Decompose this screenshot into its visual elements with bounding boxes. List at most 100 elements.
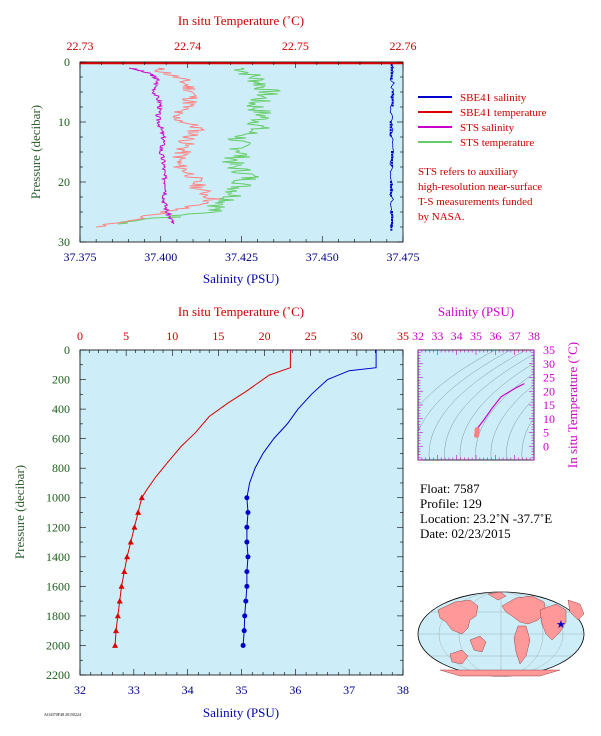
salinity-marker [240, 642, 246, 648]
bottom-temperature-tick-label: 15 [212, 329, 224, 343]
location: Location: 23.2˚N -37.7˚E [420, 511, 552, 526]
temperature-profile-line [114, 350, 291, 646]
top-salinity-tick-label: 37.400 [144, 250, 177, 264]
bottom-temperature-tick-label: 25 [305, 329, 317, 343]
sbe41-salinity-point [389, 121, 392, 123]
sbe41-salinity-point [390, 228, 393, 231]
ts-salinity-tick-label: 38 [528, 329, 540, 343]
bottom-salinity-tick-label: 35 [236, 683, 248, 697]
top-pressure-tick-label: 10 [58, 115, 70, 129]
ts-salinity-tick-label: 33 [431, 329, 443, 343]
temperature-marker [131, 524, 138, 530]
temperature-marker [118, 583, 125, 589]
density-contour [444, 353, 534, 460]
top-salinity-axis-title: Salinity (PSU) [203, 271, 279, 286]
sbe41-salinity-point [390, 64, 393, 66]
sbe41-salinity-point [390, 191, 393, 194]
bottom-pressure-tick-label: 1600 [46, 579, 70, 593]
salinity-marker [245, 554, 251, 560]
top-plot-area [79, 61, 404, 243]
ts-salinity-tick-label: 37 [509, 329, 521, 343]
top-temperature-ticks: 22.73 22.74 22.75 22.76 [67, 39, 417, 53]
top-pressure-ticks: 0 10 20 30 [58, 55, 70, 249]
top-series-group [80, 62, 403, 231]
top-pressure-axis-title: Pressure (decibar) [28, 105, 43, 199]
legend-item-sbe41-salinity: SBE41 salinity [418, 92, 527, 104]
bottom-pressure-tick-label: 1800 [46, 609, 70, 623]
legend: SBE41 salinity SBE41 temperature STS sal… [418, 92, 547, 223]
bottom-salinity-ticks: 32 33 34 35 36 37 38 [74, 683, 409, 697]
sbe41-salinity-point [389, 134, 392, 137]
sbe41-salinity-point [389, 126, 392, 129]
ts-marker [474, 427, 480, 433]
temperature-marker [124, 553, 131, 560]
bottom-panel: In situ Temperature (˚C) 0 5 10 15 20 25 30 35 … [12, 304, 409, 720]
salinity-profile-line [242, 350, 377, 646]
legend-item-sts-salinity: STS salinity [418, 122, 515, 134]
sts-salinity-line [129, 67, 175, 225]
ts-panel: Salinity (PSU) 32 33 34 35 36 37 38 0510152025… [412, 304, 580, 468]
density-contour [418, 350, 511, 433]
float-location-marker: ★ [556, 619, 566, 631]
top-salinity-tick-label: 37.425 [225, 250, 258, 264]
sbe41-salinity-point [390, 183, 393, 186]
ts-temperature-tick-label: 5 [543, 426, 549, 440]
ts-temperature-tick-label: 35 [543, 343, 555, 357]
ts-temperature-tick-label: 25 [543, 371, 555, 385]
top-frame-ticks [79, 61, 404, 243]
legend-note-line-3: T-S measurements funded [418, 196, 533, 208]
sbe41-salinity-point [390, 72, 393, 75]
sbe41-salinity-point [391, 151, 394, 153]
temperature-marker [138, 494, 145, 501]
top-panel: In situ Temperature (˚C) 22.73 22.74 22.75… [28, 13, 420, 286]
bottom-frame-ticks [79, 349, 404, 676]
sbe41-salinity-point [390, 194, 393, 197]
bottom-temperature-axis-title: In situ Temperature (˚C) [178, 304, 304, 319]
sbe41-salinity-point [390, 189, 393, 192]
ts-salinity-axis-title: Salinity (PSU) [438, 304, 514, 319]
sbe41-salinity-point [391, 161, 394, 164]
sts-temperature-pink-line [96, 67, 221, 228]
top-pressure-tick-label: 0 [64, 55, 70, 69]
top-pressure-tick-label: 20 [58, 175, 70, 189]
sbe41-salinity-point [389, 123, 392, 126]
density-contour [428, 350, 527, 460]
legend-item-sbe41-temperature: SBE41 temperature [418, 107, 547, 119]
ts-frame-ticks [417, 349, 535, 461]
bottom-salinity-tick-label: 36 [289, 683, 301, 697]
sbe41-salinity-point [391, 91, 394, 93]
top-salinity-ticks: 37.375 37.400 37.425 37.450 37.475 [64, 250, 420, 264]
bottom-temperature-tick-label: 20 [259, 329, 271, 343]
bottom-temperature-ticks: 0 5 10 15 20 25 30 35 [77, 329, 409, 343]
salinity-marker [245, 510, 251, 515]
ts-salinity-tick-label: 32 [412, 329, 424, 343]
ts-salinity-tick-label: 34 [451, 329, 463, 343]
sbe41-salinity-point [390, 74, 393, 77]
top-temperature-tick-label: 22.75 [282, 39, 309, 53]
temperature-marker [121, 568, 128, 574]
ts-temperature-tick-label: 0 [543, 439, 549, 453]
bottom-pressure-tick-label: 1200 [46, 520, 70, 534]
ts-temperature-tick-label: 20 [543, 384, 555, 398]
temperature-marker [112, 642, 119, 648]
salinity-marker [244, 524, 250, 530]
bottom-salinity-tick-label: 38 [397, 683, 409, 697]
ts-series-group [473, 383, 525, 438]
temperature-marker [114, 612, 121, 619]
bottom-salinity-tick-label: 37 [343, 683, 355, 697]
sbe41-salinity-point [391, 153, 394, 156]
salinity-marker [242, 613, 248, 619]
bottom-pressure-tick-label: 1000 [46, 491, 70, 505]
footer-code: AO4370F48 20150224 [44, 712, 81, 717]
bottom-salinity-tick-label: 34 [182, 683, 194, 697]
sbe41-salinity-point [390, 69, 393, 72]
salinity-marker [244, 539, 250, 545]
sbe41-salinity-point [390, 181, 393, 183]
float-info: Float: 7587 Profile: 129 Location: 23.2˚… [420, 481, 552, 541]
sbe41-salinity-point [391, 219, 394, 222]
ts-salinity-tick-label: 35 [470, 329, 482, 343]
ts-temperature-tick-label: 30 [543, 357, 555, 371]
legend-label: STS salinity [460, 122, 515, 134]
top-temperature-tick-label: 22.76 [390, 39, 417, 53]
